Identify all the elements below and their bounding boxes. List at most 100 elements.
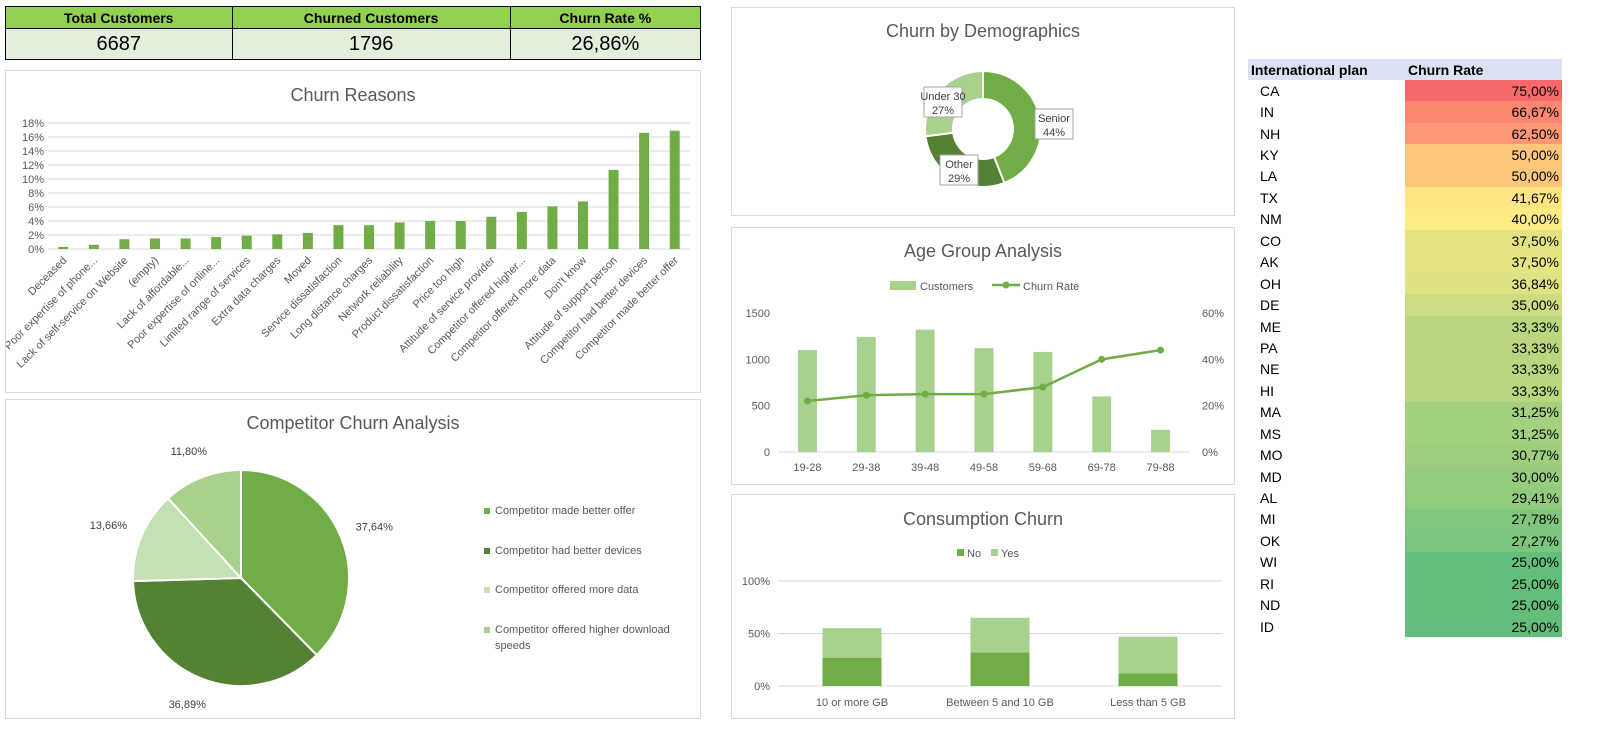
donut-category-label: Other bbox=[945, 159, 973, 171]
bar bbox=[578, 201, 588, 249]
y-tick-label: 18% bbox=[22, 118, 44, 130]
y-tick-label: 0 bbox=[764, 447, 770, 459]
stacked-bar-segment bbox=[970, 652, 1030, 686]
demographics-chart: Senior 44% Other 29% Under 30 27% bbox=[920, 69, 1074, 188]
legend-label: No bbox=[967, 548, 981, 560]
bar bbox=[974, 348, 994, 452]
x-tick-label: 69-78 bbox=[1088, 462, 1116, 474]
state-cell: IN bbox=[1260, 104, 1274, 121]
legend-label: Competitor had better devices bbox=[495, 545, 642, 557]
churn-rate-cell: 40,00% bbox=[1405, 208, 1562, 231]
consumption-title: Consumption Churn bbox=[902, 509, 1064, 529]
international-plan-table: International plan Churn Rate CA 75,00% IN… bbox=[1248, 59, 1562, 638]
churn-rate-cell: 31,25% bbox=[1405, 401, 1562, 423]
table-row: ME 33,33% bbox=[1248, 315, 1562, 338]
churn-rate-cell: 33,33% bbox=[1405, 380, 1562, 402]
kpi-rate-label: Churn Rate % bbox=[509, 6, 702, 29]
kpi-rate-value: 26,86% bbox=[509, 28, 702, 60]
y2-tick-label: 0% bbox=[1202, 447, 1218, 459]
donut-category-label: Under 30 bbox=[920, 91, 965, 103]
bar bbox=[150, 238, 160, 249]
table-row: LA 50,00% bbox=[1248, 165, 1562, 188]
donut-slice bbox=[982, 69, 1042, 185]
kpi-total-value: 6687 bbox=[5, 28, 233, 60]
pie-slice bbox=[166, 468, 242, 581]
state-cell: NE bbox=[1260, 361, 1280, 378]
churn-rate-cell: 25,00% bbox=[1405, 551, 1562, 574]
stacked-bar-segment bbox=[970, 617, 1030, 653]
state-cell: MS bbox=[1260, 425, 1281, 442]
churn-rate-cell: 25,00% bbox=[1405, 594, 1562, 616]
legend-marker bbox=[484, 587, 490, 593]
bar bbox=[547, 206, 558, 249]
state-cell: CO bbox=[1260, 232, 1281, 249]
state-cell: LA bbox=[1260, 168, 1278, 185]
data-label-box bbox=[1034, 108, 1074, 140]
competitor-churn-chart: 37,64% 36,89% 13,66% 11,80% Competitor made … bbox=[90, 446, 670, 711]
line-point bbox=[921, 390, 929, 398]
stacked-bar-segment bbox=[1118, 636, 1178, 674]
competitor-churn-panel[interactable]: Competitor Churn Analysis 37,64% 36,89% 13… bbox=[5, 399, 701, 719]
data-label-box bbox=[939, 154, 979, 186]
pie-data-label: 37,64% bbox=[356, 522, 394, 534]
consumption-panel[interactable]: Consumption Churn 0% 50% 100% 10 or more GB… bbox=[731, 494, 1235, 719]
churn-rate-cell: 50,00% bbox=[1405, 144, 1562, 166]
table-row: WI 25,00% bbox=[1248, 551, 1562, 574]
state-cell: WI bbox=[1260, 554, 1278, 571]
churn-rate-cell: 25,00% bbox=[1405, 573, 1562, 595]
legend-label: speeds bbox=[495, 640, 531, 652]
line-point bbox=[1039, 383, 1047, 391]
table-row: TX 41,67% bbox=[1248, 187, 1562, 209]
churn-rate-cell: 35,00% bbox=[1405, 294, 1562, 316]
table-row: NE 33,33% bbox=[1248, 358, 1562, 381]
churn-rate-cell: 37,50% bbox=[1405, 230, 1562, 252]
state-cell: HI bbox=[1260, 382, 1274, 399]
churn-rate-cell: 50,00% bbox=[1405, 165, 1562, 188]
table-row: MS 31,25% bbox=[1248, 423, 1562, 445]
line-point bbox=[1098, 355, 1106, 363]
bar bbox=[272, 234, 283, 249]
donut-value-label: 44% bbox=[1043, 127, 1065, 139]
line-point bbox=[803, 397, 811, 405]
legend-marker bbox=[484, 627, 490, 633]
state-cell: OH bbox=[1260, 275, 1281, 292]
state-cell: KY bbox=[1260, 147, 1279, 164]
churn-rate-cell: 30,00% bbox=[1405, 465, 1562, 488]
y-tick-label: 2% bbox=[28, 230, 44, 242]
legend-label: Competitor offered higher download bbox=[495, 624, 670, 636]
pie-data-label: 11,80% bbox=[171, 446, 208, 458]
y-tick-label: 4% bbox=[28, 216, 44, 228]
table-row: ID 25,00% bbox=[1248, 615, 1562, 638]
state-cell: NH bbox=[1260, 125, 1281, 142]
y-tick-label: 12% bbox=[22, 160, 44, 172]
bar bbox=[516, 211, 527, 249]
churn-rate-cell: 75,00% bbox=[1405, 80, 1562, 102]
y-tick-label: 1000 bbox=[746, 354, 770, 366]
competitor-churn-title: Competitor Churn Analysis bbox=[246, 413, 460, 433]
stacked-bar-segment bbox=[1118, 673, 1178, 686]
y-tick-label: 100% bbox=[742, 576, 770, 588]
y-tick-label: 8% bbox=[28, 188, 44, 200]
table-row: OK 27,27% bbox=[1248, 530, 1562, 552]
x-tick-label: 79-88 bbox=[1147, 462, 1175, 474]
x-tick-label: Less than 5 GB bbox=[1110, 697, 1186, 709]
table-header-rate: Churn Rate bbox=[1405, 59, 1562, 80]
x-tick-label: 29-38 bbox=[852, 462, 880, 474]
churn-rate-cell: 37,50% bbox=[1405, 251, 1562, 273]
churn-reasons-panel[interactable]: Churn Reasons 0% 2% 4% 6% 8% 10% 12% 14% 16% 18% D… bbox=[5, 70, 701, 393]
state-cell: DE bbox=[1260, 297, 1280, 314]
kpi-churned-value: 1796 bbox=[231, 28, 511, 60]
table-row: KY 50,00% bbox=[1248, 144, 1562, 166]
age-group-panel[interactable]: Age Group Analysis 0 0% 500 20% 1000 40% 1500 6… bbox=[731, 227, 1235, 485]
table-row: NH 62,50% bbox=[1248, 122, 1562, 145]
state-cell: MD bbox=[1260, 468, 1282, 485]
demographics-panel[interactable]: Churn by Demographics Senior 44% Other 29% U… bbox=[731, 7, 1235, 216]
bar bbox=[241, 235, 252, 249]
bar bbox=[486, 216, 497, 249]
line-point bbox=[980, 390, 988, 398]
table-row: CA 75,00% bbox=[1248, 80, 1562, 102]
table-row: ND 25,00% bbox=[1248, 594, 1562, 616]
y-tick-label: 0% bbox=[28, 244, 44, 256]
consumption-chart: 0% 50% 100% 10 or more GB Between 5 and 10 G… bbox=[742, 548, 1222, 709]
